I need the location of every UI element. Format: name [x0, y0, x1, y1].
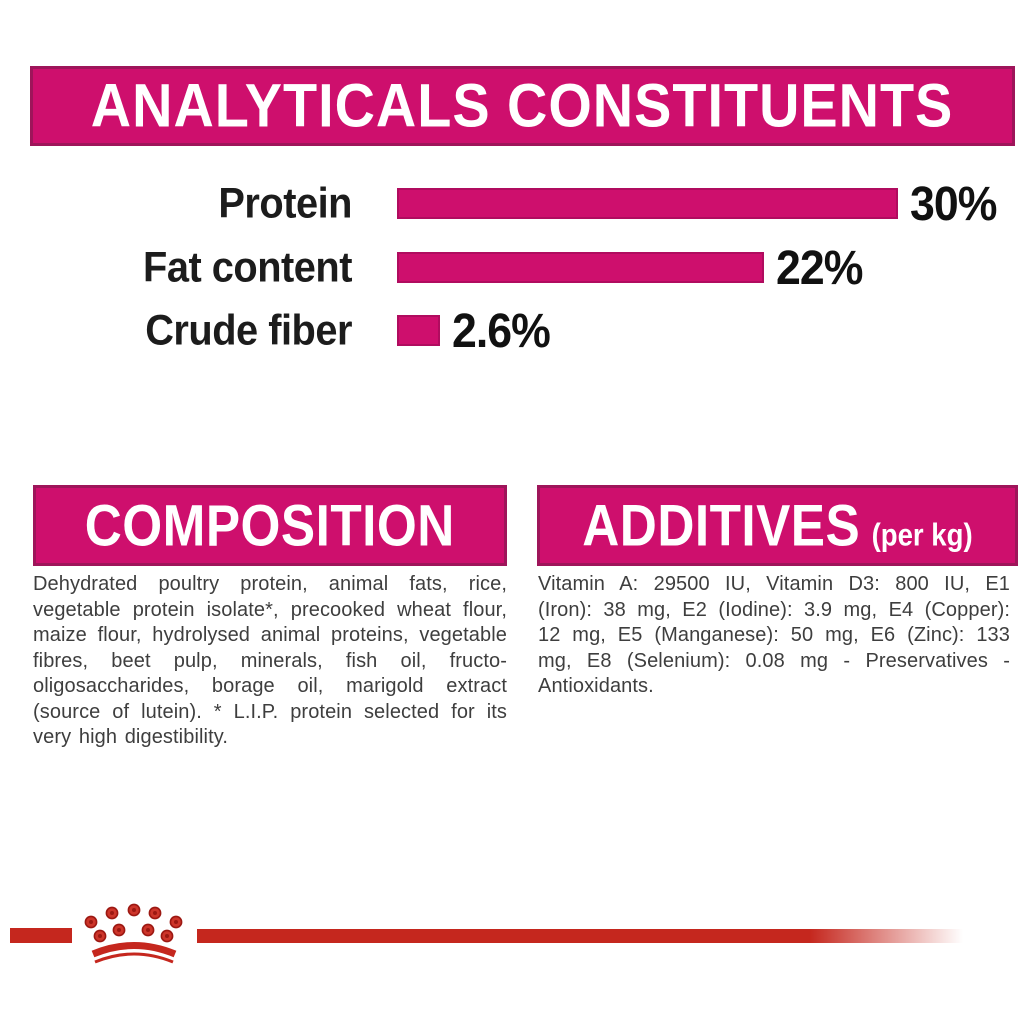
brand-rule-left [10, 928, 72, 943]
chart-row-label: Crude fiber [145, 305, 352, 354]
chart-row-value: 30% [910, 175, 997, 231]
chart-row-value: 22% [776, 239, 863, 295]
brand-rule-right [197, 929, 963, 943]
analyticals-banner: ANALYTICALS CONSTITUENTS [30, 66, 1015, 146]
chart-row-value: 2.6% [452, 302, 551, 358]
additives-banner: ADDITIVES (per kg) [537, 485, 1018, 566]
analyticals-title: ANALYTICALS CONSTITUENTS [91, 71, 954, 141]
chart-row-label: Protein [218, 178, 352, 227]
additives-unit: (per kg) [871, 517, 973, 553]
composition-banner: COMPOSITION [33, 485, 507, 566]
royal-canin-crown-icon [84, 903, 183, 964]
chart-row-bar [397, 251, 764, 283]
chart-row: Protein 30% [0, 176, 1024, 231]
composition-title: COMPOSITION [84, 493, 456, 558]
chart-row-bar [397, 314, 440, 346]
additives-body: Vitamin A: 29500 IU, Vitamin D3: 800 IU,… [538, 573, 1010, 697]
additives-title-group: ADDITIVES (per kg) [582, 492, 972, 559]
chart-row-label: Fat content [143, 242, 352, 291]
additives-title: ADDITIVES [582, 493, 861, 558]
composition-body: Dehydrated poultry protein, animal fats,… [33, 573, 507, 748]
chart-row: Crude fiber 2.6% [0, 303, 1024, 358]
chart-row-bar [397, 187, 898, 219]
chart-row: Fat content 22% [0, 240, 1024, 295]
